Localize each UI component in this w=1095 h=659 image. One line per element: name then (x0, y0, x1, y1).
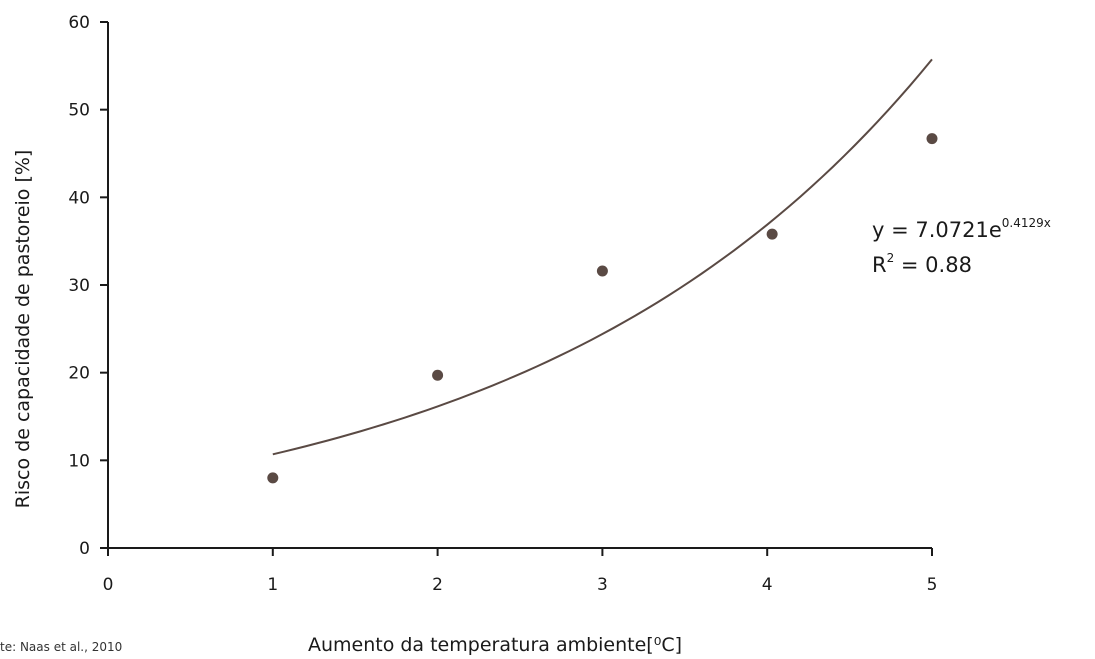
source-note: te: Naas et al., 2010 (0, 640, 123, 654)
r2-exponent: 2 (887, 251, 895, 265)
trendline (272, 58, 933, 456)
axes: 0 10 20 30 40 50 60 0 1 2 3 4 5 (68, 13, 937, 595)
y-tick-label: 30 (68, 276, 90, 296)
x-tick-label: 2 (432, 575, 443, 595)
trendline-equation: y = 7.0721e0.4129x (872, 216, 1051, 242)
data-point (432, 369, 444, 381)
data-point (596, 265, 608, 277)
x-tick-label: 0 (103, 575, 114, 595)
data-point (766, 228, 778, 240)
x-tick-label: 3 (597, 575, 608, 595)
y-tick-label: 10 (68, 451, 90, 471)
x-axis-title: Aumento da temperatura ambiente[⁰C] (308, 634, 682, 656)
y-tick-label: 40 (68, 188, 90, 208)
y-tick-label: 50 (68, 101, 90, 121)
y-tick-label: 0 (79, 539, 90, 559)
r2-value: = 0.88 (894, 253, 972, 277)
x-tick-label: 4 (762, 575, 773, 595)
x-ticks: 0 1 2 3 4 5 (103, 548, 938, 595)
data-point (267, 472, 279, 484)
r-squared: R2 = 0.88 (872, 251, 972, 277)
data-point (926, 133, 938, 145)
equation-base: y = 7.0721e (872, 218, 1002, 242)
x-tick-label: 1 (267, 575, 278, 595)
x-tick-label: 5 (927, 575, 938, 595)
equation-exponent: 0.4129x (1002, 216, 1051, 230)
y-tick-label: 60 (68, 13, 90, 33)
r2-base: R (872, 253, 887, 277)
data-points (267, 133, 938, 484)
y-ticks: 0 10 20 30 40 50 60 (68, 13, 108, 559)
y-axis-title: Risco de capacidade de pastoreio [%] (12, 150, 34, 509)
y-tick-label: 20 (68, 364, 90, 384)
